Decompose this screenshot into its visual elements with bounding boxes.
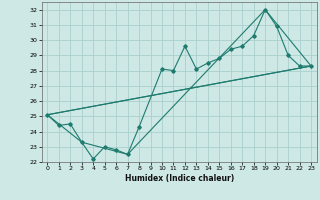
X-axis label: Humidex (Indice chaleur): Humidex (Indice chaleur) xyxy=(124,174,234,183)
